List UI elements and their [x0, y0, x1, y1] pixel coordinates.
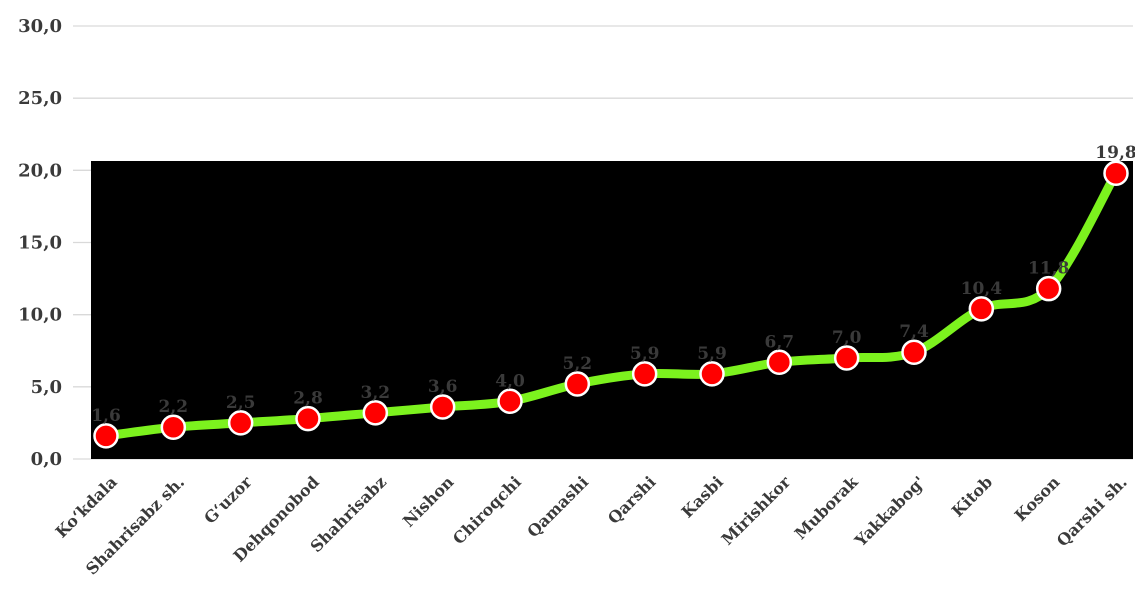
x-category-label: Ko‘kdala	[52, 472, 121, 541]
data-point	[227, 410, 254, 436]
data-label: 2,8	[293, 389, 323, 409]
y-tick-label: 20,0	[18, 160, 62, 181]
x-category-label: Muborak	[791, 472, 862, 543]
x-category-label: G‘uzor	[200, 472, 256, 528]
y-tick-label: 10,0	[18, 305, 62, 326]
plot-background-block	[91, 161, 1133, 459]
data-point	[766, 349, 793, 376]
data-label: 5,9	[630, 344, 660, 364]
data-label: 6,7	[765, 332, 795, 352]
data-point	[93, 423, 119, 449]
data-labels: 1,6 2,2 2,5 2,8 3,2 3,6 4,0 5,2 5,9 5,9 6,7 7,0 7,4 1…	[91, 143, 1135, 426]
data-point	[968, 296, 995, 322]
data-label: 3,2	[361, 383, 391, 403]
x-category-label: Qamashi	[523, 472, 592, 541]
x-category-label: Yakkabog'	[850, 472, 929, 551]
y-tick-label: 5,0	[31, 377, 62, 398]
data-label: 11,8	[1028, 259, 1069, 279]
data-point	[1035, 275, 1062, 302]
data-label: 10,4	[961, 279, 1003, 299]
y-tick-label: 25,0	[18, 88, 62, 109]
y-tick-label: 0,0	[31, 449, 62, 470]
y-tick-label: 30,0	[18, 16, 62, 37]
data-label: 2,2	[159, 397, 189, 417]
x-category-label: Qarshi	[604, 472, 659, 527]
data-point	[160, 414, 187, 440]
data-label: 1,6	[91, 406, 121, 426]
data-point	[429, 394, 456, 420]
data-point	[295, 405, 321, 432]
x-category-label: Koson	[1011, 472, 1064, 525]
x-category-label: Qarshi sh.	[1053, 472, 1131, 550]
y-tick-label: 15,0	[18, 233, 62, 254]
data-point	[833, 345, 860, 371]
data-label: 7,0	[832, 328, 862, 348]
x-category-label: Mirishkor	[718, 472, 795, 549]
data-label: 2,5	[226, 393, 256, 413]
y-axis-tick-labels: 0,0 5,0 10,0 15,0 20,0 25,0 30,0	[18, 16, 62, 470]
data-point	[564, 371, 591, 397]
x-category-label: Nishon	[399, 472, 458, 531]
data-point	[1103, 160, 1129, 186]
data-point	[631, 361, 658, 387]
data-label: 4,0	[495, 371, 525, 391]
data-label: 5,2	[563, 354, 593, 374]
data-label: 7,4	[899, 322, 929, 342]
x-category-label: Chiroqchi	[449, 472, 525, 548]
data-point	[699, 361, 725, 387]
data-point	[901, 339, 927, 365]
data-label: 19,8	[1095, 143, 1135, 163]
data-markers	[93, 160, 1129, 449]
data-label: 3,6	[428, 377, 458, 397]
data-label: 5,9	[697, 344, 727, 364]
data-point	[362, 400, 389, 426]
data-point	[497, 388, 523, 415]
x-category-label: Kasbi	[678, 472, 727, 521]
x-category-label: Kitob	[948, 472, 996, 520]
